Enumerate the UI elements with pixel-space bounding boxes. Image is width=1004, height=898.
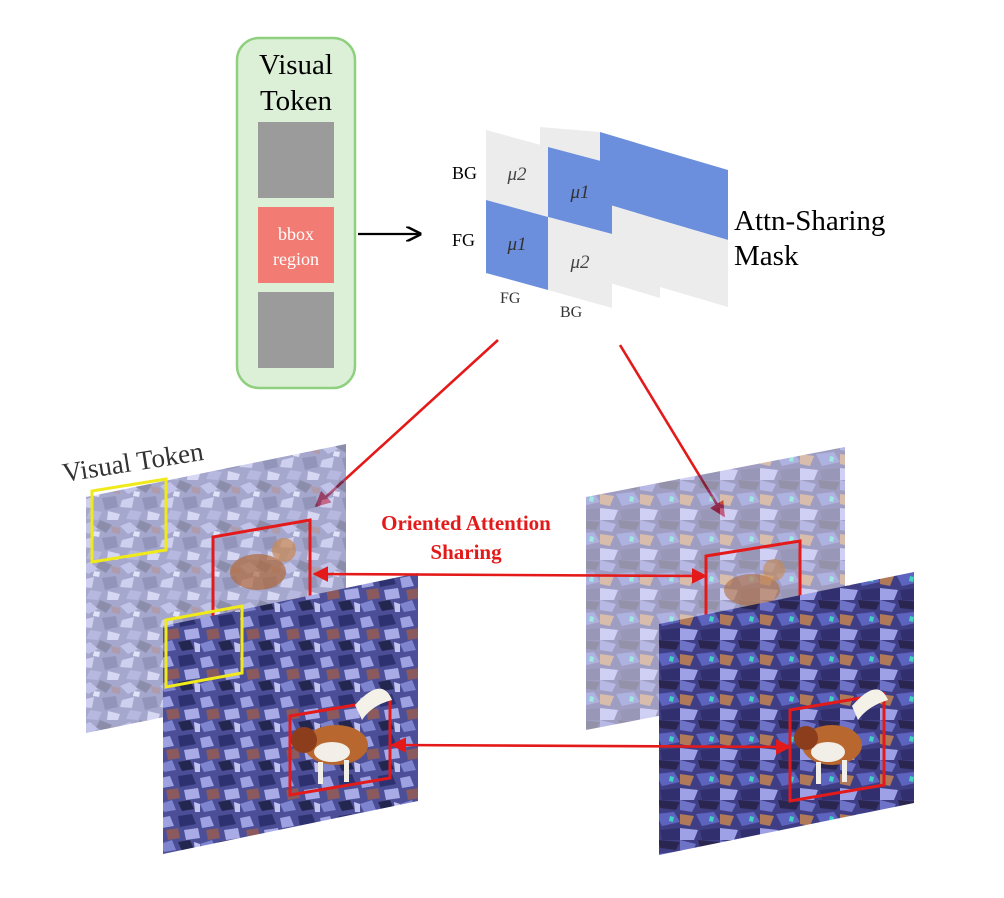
mask-cell-label-4: μ2 bbox=[569, 252, 590, 273]
mask-caption-line2: Mask bbox=[734, 240, 799, 272]
right-front-dog-icon bbox=[794, 689, 888, 784]
mask-to-left-arrow bbox=[314, 339, 499, 508]
oas-label-line1: Oriented Attention bbox=[381, 511, 551, 535]
mask-cell-bg-fg bbox=[486, 130, 548, 217]
bbox-label-line1: bbox bbox=[278, 224, 314, 244]
mask-cell-fg-bg bbox=[548, 217, 612, 308]
right-image-stack bbox=[586, 447, 914, 855]
mask-row-label-fg: FG bbox=[452, 230, 475, 250]
token-block-bottom bbox=[258, 292, 334, 368]
mask-front-layer bbox=[486, 130, 612, 308]
left-back-yellow-box bbox=[90, 477, 168, 564]
attn-sharing-mask: μ2 μ1 μ1 μ2 BG FG FG BG Attn-Sharing Mas… bbox=[452, 127, 885, 321]
token-panel-title-line1: Visual bbox=[259, 49, 333, 81]
visual-token-panel: Visual Token bbox region bbox=[235, 36, 357, 390]
right-back-dog-icon bbox=[724, 559, 785, 606]
mask-cell-label-3: μ1 bbox=[506, 234, 526, 255]
mask-row-label-bg: BG bbox=[452, 163, 477, 183]
mask-cell-label-1: μ2 bbox=[506, 164, 527, 185]
left-front-dog-icon bbox=[291, 688, 392, 784]
right-front-map bbox=[659, 572, 914, 855]
mask-cell-fg-fg bbox=[486, 200, 548, 290]
bbox-region-block bbox=[258, 207, 334, 283]
mask-col-label-bg: BG bbox=[560, 304, 583, 321]
token-block-top bbox=[258, 122, 334, 198]
mask-col-label-fg: FG bbox=[500, 290, 521, 307]
left-front-yellow-box bbox=[164, 604, 244, 689]
oas-arrow-bottom bbox=[390, 737, 792, 755]
token-panel-title-line2: Token bbox=[260, 85, 333, 117]
right-front-red-box bbox=[788, 692, 886, 803]
mask-cell-label-2: μ1 bbox=[569, 182, 589, 203]
mask-caption-line1: Attn-Sharing bbox=[734, 205, 885, 237]
oas-label-line2: Sharing bbox=[430, 540, 502, 564]
mask-cell-bg-bg bbox=[548, 147, 612, 234]
left-token-stack: Visual Token bbox=[60, 436, 418, 854]
oas-arrow-top bbox=[312, 566, 708, 584]
bbox-label-line2: region bbox=[273, 249, 319, 269]
left-back-dog-icon bbox=[230, 538, 296, 590]
